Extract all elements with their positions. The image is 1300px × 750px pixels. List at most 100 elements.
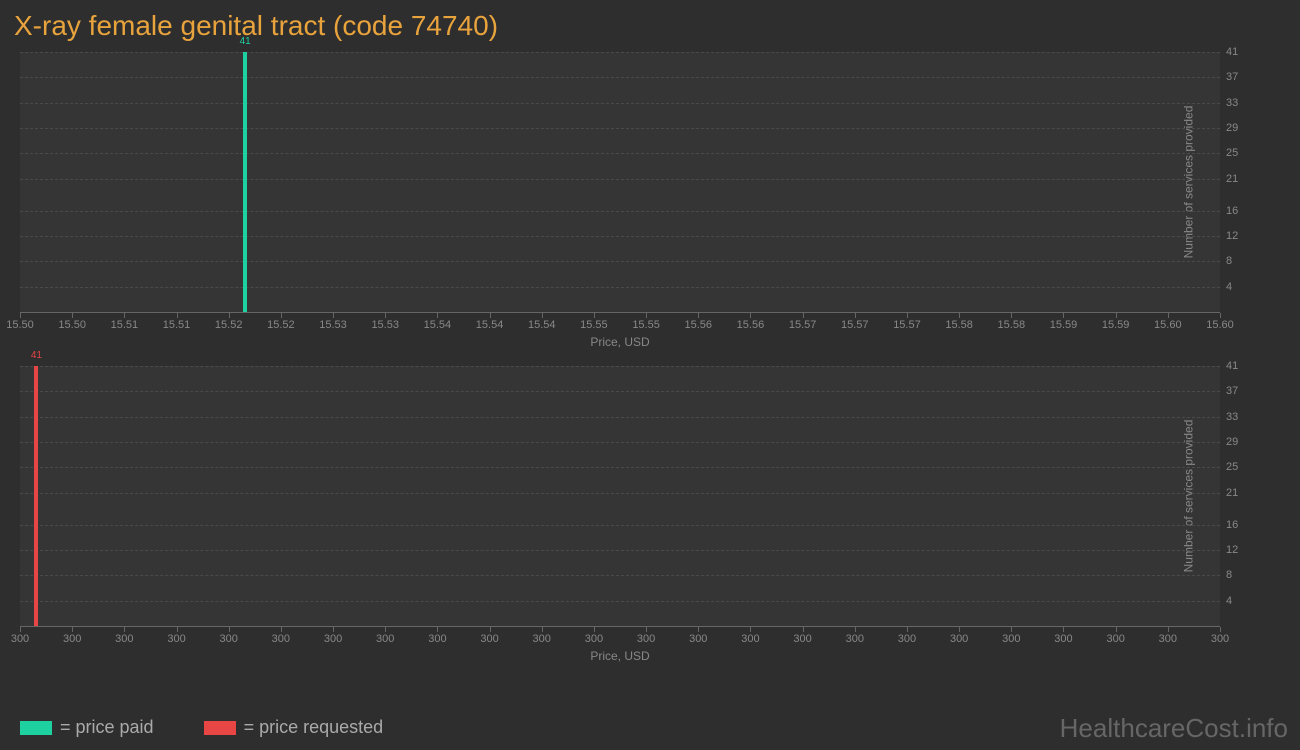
grid-line bbox=[20, 52, 1220, 53]
x-tick bbox=[698, 627, 699, 632]
x-tick-label: 15.60 bbox=[1154, 319, 1182, 331]
x-tick-label: 300 bbox=[846, 633, 864, 645]
chart-requested-plot: Number of services provided 481216212529… bbox=[20, 366, 1220, 626]
x-tick-label: 300 bbox=[220, 633, 238, 645]
x-tick-label: 300 bbox=[1106, 633, 1124, 645]
x-tick bbox=[385, 627, 386, 632]
x-tick-label: 300 bbox=[376, 633, 394, 645]
x-tick-label: 15.54 bbox=[424, 319, 452, 331]
x-tick bbox=[803, 627, 804, 632]
x-tick-label: 300 bbox=[793, 633, 811, 645]
x-tick bbox=[1116, 313, 1117, 318]
chart-requested: Number of services provided 481216212529… bbox=[20, 366, 1260, 666]
grid-line bbox=[20, 103, 1220, 104]
x-tick bbox=[750, 627, 751, 632]
x-tick bbox=[542, 313, 543, 318]
x-tick-label: 300 bbox=[11, 633, 29, 645]
x-tick-label: 300 bbox=[1054, 633, 1072, 645]
x-tick-label: 15.51 bbox=[111, 319, 139, 331]
x-tick bbox=[229, 313, 230, 318]
x-tick bbox=[333, 313, 334, 318]
x-tick-label: 300 bbox=[637, 633, 655, 645]
grid-line bbox=[20, 391, 1220, 392]
grid-line bbox=[20, 179, 1220, 180]
x-tick-label: 15.57 bbox=[841, 319, 869, 331]
x-tick bbox=[907, 627, 908, 632]
y-tick-label: 25 bbox=[1226, 461, 1250, 473]
x-tick-label: 15.53 bbox=[371, 319, 399, 331]
x-tick-label: 300 bbox=[950, 633, 968, 645]
grid-line bbox=[20, 442, 1220, 443]
x-tick bbox=[1011, 313, 1012, 318]
x-tick bbox=[959, 627, 960, 632]
x-tick bbox=[646, 627, 647, 632]
grid-line bbox=[20, 467, 1220, 468]
grid-line bbox=[20, 525, 1220, 526]
x-tick-label: 15.50 bbox=[58, 319, 86, 331]
y-tick-label: 37 bbox=[1226, 385, 1250, 397]
x-tick bbox=[1063, 313, 1064, 318]
x-tick-label: 15.57 bbox=[893, 319, 921, 331]
x-tick bbox=[385, 313, 386, 318]
x-tick bbox=[281, 627, 282, 632]
x-tick bbox=[1220, 313, 1221, 318]
x-tick bbox=[959, 313, 960, 318]
x-tick bbox=[1116, 627, 1117, 632]
chart-title: X-ray female genital tract (code 74740) bbox=[0, 0, 1300, 48]
x-tick bbox=[124, 313, 125, 318]
bar-value-label: 41 bbox=[240, 36, 251, 47]
y-tick-label: 16 bbox=[1226, 205, 1250, 217]
y-tick-label: 8 bbox=[1226, 255, 1250, 267]
x-tick bbox=[1220, 627, 1221, 632]
x-tick bbox=[698, 313, 699, 318]
chart-paid-plot: Number of services provided 481216212529… bbox=[20, 52, 1220, 312]
x-tick-label: 15.56 bbox=[684, 319, 712, 331]
x-tick-label: 15.53 bbox=[319, 319, 347, 331]
x-tick-label: 15.52 bbox=[267, 319, 295, 331]
x-tick-label: 300 bbox=[1211, 633, 1229, 645]
x-tick bbox=[855, 627, 856, 632]
x-tick bbox=[646, 313, 647, 318]
x-tick-label: 300 bbox=[741, 633, 759, 645]
x-tick-label: 15.52 bbox=[215, 319, 243, 331]
grid-line bbox=[20, 77, 1220, 78]
x-tick bbox=[907, 313, 908, 318]
x-axis-2: Price, USD 30030030030030030030030030030… bbox=[20, 626, 1220, 666]
x-tick-label: 300 bbox=[324, 633, 342, 645]
grid-line bbox=[20, 550, 1220, 551]
x-tick-label: 300 bbox=[480, 633, 498, 645]
legend-item-paid: = price paid bbox=[20, 717, 154, 738]
y-tick-label: 12 bbox=[1226, 230, 1250, 242]
grid-line bbox=[20, 211, 1220, 212]
x-tick-label: 15.57 bbox=[789, 319, 817, 331]
x-tick-label: 300 bbox=[428, 633, 446, 645]
x-tick-label: 15.51 bbox=[163, 319, 191, 331]
x-axis-1: Price, USD 15.5015.5015.5115.5115.5215.5… bbox=[20, 312, 1220, 352]
grid-line bbox=[20, 287, 1220, 288]
x-tick-label: 15.56 bbox=[737, 319, 765, 331]
x-tick bbox=[72, 313, 73, 318]
x-tick-label: 300 bbox=[898, 633, 916, 645]
x-tick bbox=[20, 627, 21, 632]
x-tick bbox=[437, 313, 438, 318]
y-tick-label: 37 bbox=[1226, 71, 1250, 83]
x-tick-label: 300 bbox=[167, 633, 185, 645]
x-tick bbox=[281, 313, 282, 318]
x-tick bbox=[803, 313, 804, 318]
x-tick bbox=[594, 313, 595, 318]
grid-line bbox=[20, 366, 1220, 367]
grid-line bbox=[20, 575, 1220, 576]
grid-line bbox=[20, 153, 1220, 154]
x-tick-label: 300 bbox=[585, 633, 603, 645]
x-tick bbox=[72, 627, 73, 632]
x-tick bbox=[20, 313, 21, 318]
y-tick-label: 21 bbox=[1226, 487, 1250, 499]
x-tick bbox=[594, 627, 595, 632]
x-tick-label: 15.55 bbox=[632, 319, 660, 331]
x-tick-label: 15.58 bbox=[998, 319, 1026, 331]
x-tick bbox=[437, 627, 438, 632]
x-tick bbox=[750, 313, 751, 318]
x-tick-label: 300 bbox=[1159, 633, 1177, 645]
grid-line bbox=[20, 493, 1220, 494]
y-tick-label: 4 bbox=[1226, 281, 1250, 293]
